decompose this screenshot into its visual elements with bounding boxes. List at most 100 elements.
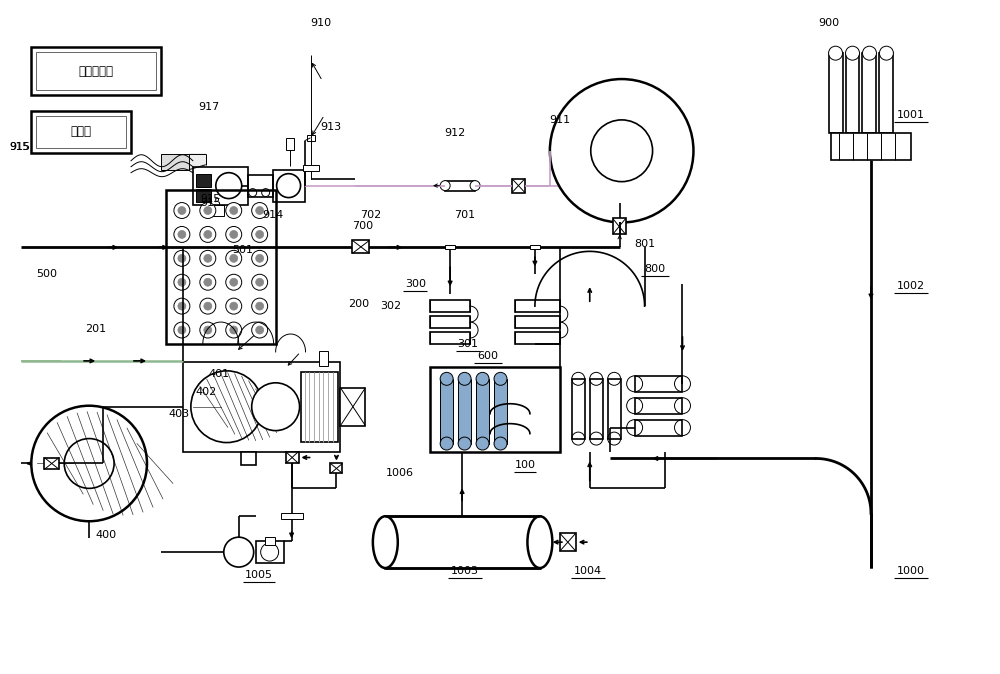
Bar	[879, 53, 893, 133]
Bar	[161, 154, 189, 170]
Circle shape	[252, 203, 268, 218]
Bar	[307, 135, 315, 141]
Circle shape	[252, 226, 268, 243]
Ellipse shape	[373, 516, 398, 568]
Bar	[846, 53, 859, 133]
Bar	[44, 458, 59, 470]
Circle shape	[226, 226, 242, 243]
Circle shape	[178, 326, 186, 334]
Bar	[445, 245, 455, 249]
Circle shape	[230, 231, 238, 239]
Circle shape	[64, 439, 114, 489]
Bar	[613, 218, 626, 235]
Circle shape	[230, 302, 238, 310]
Bar	[385, 516, 540, 568]
Circle shape	[204, 302, 212, 310]
Circle shape	[174, 203, 190, 218]
Circle shape	[200, 298, 216, 314]
Circle shape	[230, 254, 238, 262]
Bar	[494, 379, 507, 443]
Circle shape	[178, 302, 186, 310]
Bar	[303, 164, 319, 171]
Circle shape	[262, 189, 270, 197]
Bar	[193, 166, 248, 204]
Circle shape	[230, 206, 238, 214]
Circle shape	[470, 181, 480, 191]
Text: 700: 700	[352, 222, 373, 231]
Text: 801: 801	[634, 239, 655, 249]
Bar	[286, 137, 294, 150]
Text: 1003: 1003	[451, 566, 479, 576]
Circle shape	[458, 372, 471, 386]
Circle shape	[226, 322, 242, 338]
Text: 201: 201	[86, 324, 107, 334]
Bar	[829, 53, 843, 133]
Bar	[572, 379, 585, 439]
Circle shape	[174, 322, 190, 338]
Bar	[635, 376, 682, 392]
Bar	[440, 379, 453, 443]
Bar	[512, 179, 525, 193]
Circle shape	[200, 203, 216, 218]
Circle shape	[256, 326, 264, 334]
Circle shape	[458, 437, 471, 450]
Bar	[515, 300, 560, 312]
Bar	[831, 133, 911, 160]
Text: 915: 915	[200, 197, 221, 208]
Circle shape	[226, 250, 242, 266]
Text: 915: 915	[9, 142, 29, 152]
Text: 1001: 1001	[897, 110, 925, 120]
Circle shape	[862, 47, 876, 60]
Circle shape	[178, 206, 186, 214]
Bar	[248, 175, 273, 197]
Text: 动力电: 动力电	[71, 125, 92, 138]
Circle shape	[440, 181, 450, 191]
Circle shape	[174, 250, 190, 266]
Bar	[265, 537, 275, 545]
Bar	[560, 533, 576, 551]
Bar	[36, 116, 126, 148]
Polygon shape	[189, 154, 206, 170]
Circle shape	[200, 274, 216, 290]
Bar	[31, 111, 131, 153]
Circle shape	[204, 278, 212, 286]
Circle shape	[256, 278, 264, 286]
Bar	[476, 379, 489, 443]
Text: 402: 402	[195, 387, 216, 397]
Circle shape	[256, 206, 264, 214]
Circle shape	[829, 47, 843, 60]
Circle shape	[224, 537, 254, 567]
Circle shape	[252, 298, 268, 314]
Circle shape	[846, 47, 859, 60]
Circle shape	[204, 206, 212, 214]
Circle shape	[494, 437, 507, 450]
Bar	[430, 316, 470, 328]
Bar	[241, 452, 256, 466]
Bar	[256, 541, 284, 563]
Circle shape	[200, 250, 216, 266]
Bar	[273, 170, 305, 202]
Circle shape	[476, 372, 489, 386]
Text: 1000: 1000	[897, 566, 925, 576]
Bar	[608, 379, 621, 439]
Circle shape	[256, 231, 264, 239]
Bar	[301, 372, 338, 441]
Circle shape	[256, 254, 264, 262]
Bar	[862, 53, 876, 133]
Circle shape	[216, 173, 242, 199]
Circle shape	[591, 120, 653, 181]
Bar	[36, 52, 156, 90]
Circle shape	[174, 226, 190, 243]
Bar	[635, 398, 682, 414]
Text: 701: 701	[455, 210, 476, 220]
Circle shape	[252, 383, 300, 431]
Bar	[286, 452, 299, 464]
Bar	[458, 379, 471, 443]
Text: 917: 917	[198, 102, 219, 112]
Text: 800: 800	[644, 264, 665, 274]
Circle shape	[494, 372, 507, 386]
Circle shape	[252, 250, 268, 266]
Circle shape	[178, 231, 186, 239]
Text: 915: 915	[9, 142, 30, 152]
Text: 914: 914	[262, 210, 283, 220]
